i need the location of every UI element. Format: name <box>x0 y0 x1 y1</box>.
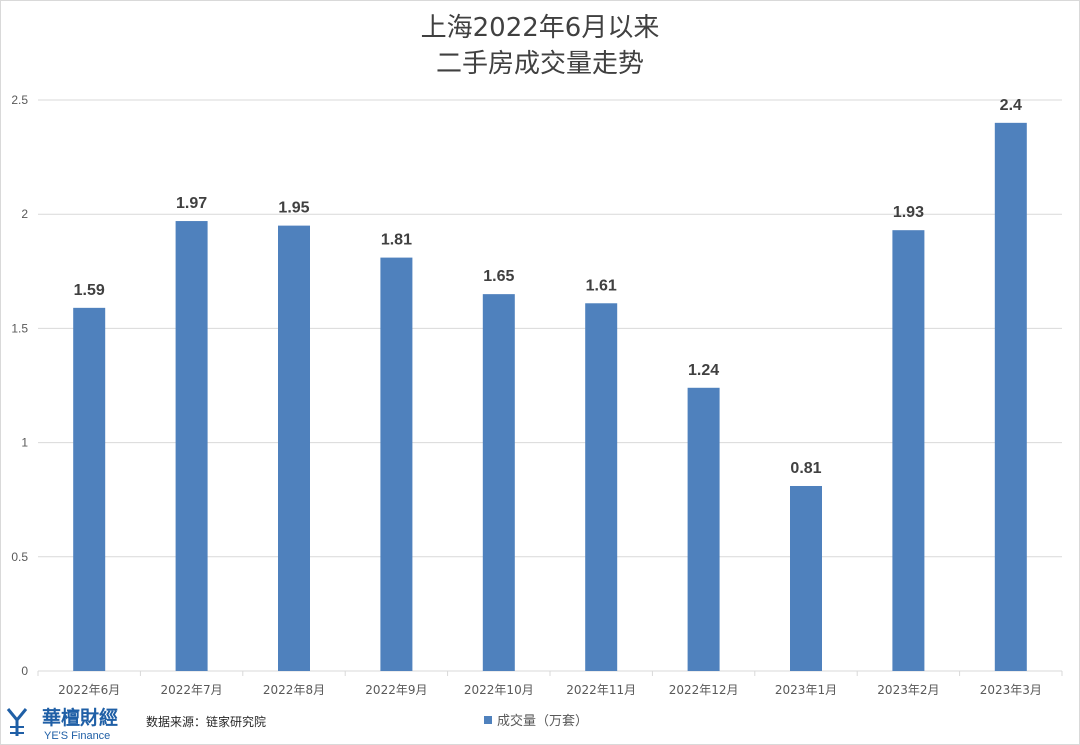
x-tick-label: 2022年11月 <box>566 683 636 697</box>
x-tick-label: 2022年7月 <box>161 683 223 697</box>
x-tick-label: 2023年1月 <box>775 683 837 697</box>
x-tick-label: 2022年9月 <box>365 683 427 697</box>
y-tick-label: 2.5 <box>11 93 28 107</box>
x-tick-label: 2023年2月 <box>877 683 939 697</box>
x-tick-label: 2022年6月 <box>58 683 120 697</box>
data-label: 1.59 <box>74 282 105 299</box>
data-label: 1.65 <box>483 268 514 285</box>
x-axis: 2022年6月 2022年7月 2022年8月 2022年9月 2022年10月 2022… <box>37 671 1063 697</box>
bar <box>278 225 310 671</box>
data-label: 1.24 <box>688 362 719 379</box>
y-tick-label: 1 <box>21 436 28 450</box>
bar <box>892 230 925 672</box>
data-label: 1.81 <box>381 232 412 249</box>
bar <box>380 257 413 671</box>
chart-title-line-2: 二手房成交量走势 <box>436 49 644 79</box>
data-labels: 1.59 1.97 1.95 1.81 1.65 1.61 1.24 0.81 1.93 2.4 <box>74 97 1022 477</box>
bars <box>73 122 1027 672</box>
y-tick-label: 0 <box>21 664 28 678</box>
data-source-note: 数据来源：链家研究院 <box>146 714 266 729</box>
bar <box>585 303 618 671</box>
logo-english-text: YE'S Finance <box>44 730 110 742</box>
gridlines <box>38 99 1062 672</box>
data-label: 0.81 <box>790 460 821 477</box>
data-label: 2.4 <box>1000 97 1022 114</box>
legend-swatch <box>484 716 492 724</box>
chart-title: 上海2022年6月以来 二手房成交量走势 <box>421 13 660 79</box>
y-tick-label: 2 <box>21 207 28 221</box>
chart-title-line-1: 上海2022年6月以来 <box>421 13 660 43</box>
bar <box>175 221 208 671</box>
data-label: 1.95 <box>278 200 309 217</box>
legend-label: 成交量（万套） <box>497 713 588 729</box>
y-tick-label: 1.5 <box>11 321 28 335</box>
data-label: 1.61 <box>586 277 617 294</box>
bar <box>790 485 822 671</box>
data-label: 1.93 <box>893 204 924 221</box>
x-tick-label: 2022年8月 <box>263 683 325 697</box>
bar <box>687 387 720 671</box>
x-tick-label: 2022年10月 <box>464 683 534 697</box>
data-label: 1.97 <box>176 195 207 212</box>
y-tick-label: 0.5 <box>11 550 28 564</box>
bar <box>482 294 515 671</box>
y-axis: 0 0.5 1 1.5 2 2.5 <box>11 93 28 678</box>
legend: 成交量（万套） <box>484 713 588 729</box>
x-tick-label: 2022年12月 <box>669 683 739 697</box>
bar <box>73 307 106 671</box>
bar <box>994 122 1027 672</box>
logo-emblem-icon <box>6 708 28 736</box>
logo-chinese-text: 華檀財經 <box>42 706 118 729</box>
logo: 華檀財經 YE'S Finance <box>6 706 118 742</box>
x-tick-label: 2023年3月 <box>980 683 1042 697</box>
